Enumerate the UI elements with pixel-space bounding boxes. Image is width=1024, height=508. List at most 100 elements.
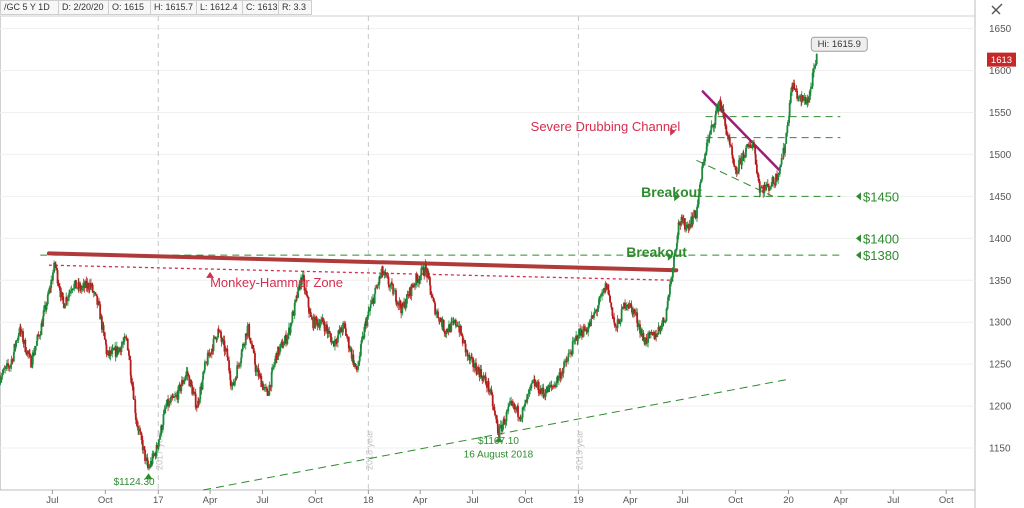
candle-body: [397, 302, 400, 306]
candle-body: [69, 291, 72, 293]
candle-body: [513, 403, 516, 410]
candle-body: [229, 370, 232, 380]
candle-body: [40, 323, 43, 335]
candle-body: [111, 349, 114, 354]
candle-body: [475, 362, 477, 371]
candle-body: [669, 284, 671, 295]
candle-body: [31, 352, 34, 365]
candle-body: [123, 336, 126, 338]
candle-body: [568, 352, 571, 354]
candle-body: [211, 348, 214, 352]
candle-body: [27, 350, 30, 355]
candle-body: [243, 344, 246, 346]
candle-body: [35, 340, 38, 346]
y-tick-label: 1350: [989, 276, 1012, 287]
candle-body: [278, 347, 281, 355]
pencil-ruler-icon[interactable]: [991, 3, 1003, 15]
candle-body: [639, 329, 642, 334]
candle-body: [599, 295, 602, 298]
candle-body: [540, 389, 542, 394]
x-tick-label: Oct: [728, 495, 743, 506]
candle-body: [743, 156, 746, 158]
x-tick-label: Jul: [677, 495, 689, 506]
candle-body: [388, 284, 390, 288]
candle-body: [216, 337, 218, 341]
candle-body: [637, 324, 640, 327]
candle-body: [391, 282, 393, 285]
candle-body: [377, 284, 380, 286]
candle-body: [172, 397, 175, 399]
candle-body: [240, 349, 243, 358]
candle-body: [705, 151, 708, 154]
candle-body: [670, 278, 673, 285]
candle-body: [478, 370, 481, 378]
candle-body: [190, 380, 192, 386]
reference-marker: [856, 234, 861, 243]
candle-body: [558, 372, 561, 377]
candle-body: [95, 294, 98, 297]
candle-body: [530, 383, 533, 388]
candle-body: [656, 334, 659, 338]
candle-body: [677, 222, 680, 236]
candle-body: [406, 294, 408, 304]
candle-body: [203, 369, 206, 372]
candle-body: [583, 326, 586, 331]
candle-body: [249, 338, 252, 343]
candle-body: [137, 425, 140, 431]
breakout-marker: [667, 252, 673, 261]
candle-body: [498, 426, 501, 438]
candle-body: [329, 333, 332, 338]
year-label: 2019 year: [574, 430, 584, 470]
candle-body: [139, 431, 142, 434]
candle-body: [711, 124, 714, 126]
candle-body: [443, 330, 446, 333]
candle-body: [342, 323, 344, 333]
candle-body: [73, 283, 76, 289]
candle-body: [732, 158, 735, 165]
candle-body: [805, 103, 808, 104]
candle-body: [468, 355, 471, 361]
candle-body: [493, 406, 496, 411]
year-markers: 2017 year 2018 year 2019 year: [154, 16, 584, 490]
candle-body: [82, 282, 85, 286]
candle-body: [227, 357, 229, 361]
candle-body: [751, 142, 754, 146]
candle-body: [239, 362, 241, 366]
candle-body: [494, 410, 496, 416]
candle-body: [165, 404, 168, 408]
candle-body: [392, 284, 395, 295]
candle-body: [810, 86, 812, 90]
candle-body: [489, 389, 492, 393]
candle-body: [764, 185, 766, 190]
candle-body: [29, 353, 31, 356]
candle-body: [138, 429, 141, 432]
candle-body: [655, 333, 658, 338]
candle-body: [199, 386, 202, 400]
candle-body: [693, 210, 696, 218]
x-tick-label: Apr: [413, 495, 428, 506]
candle-body: [666, 301, 669, 309]
candle-body: [238, 365, 241, 367]
candle-body: [639, 324, 641, 334]
candle-body: [582, 326, 585, 337]
candle-body: [636, 323, 639, 327]
candle-body: [715, 110, 717, 115]
candle-body: [434, 303, 437, 315]
candle-body: [49, 287, 52, 289]
candle-body: [305, 290, 308, 295]
candle-body: [788, 115, 790, 124]
candle-body: [30, 355, 32, 368]
candle-body: [734, 167, 737, 170]
candle-body: [517, 405, 519, 417]
candle-body: [13, 343, 16, 353]
candle-body: [676, 235, 679, 244]
candle-body: [441, 320, 444, 328]
candle-body: [358, 361, 361, 366]
candle-body: [161, 424, 164, 430]
candle-body: [294, 300, 297, 303]
candle-body: [182, 380, 184, 384]
candle-body: [142, 446, 145, 451]
candle-body: [528, 390, 531, 394]
channel-marker: [670, 127, 676, 136]
